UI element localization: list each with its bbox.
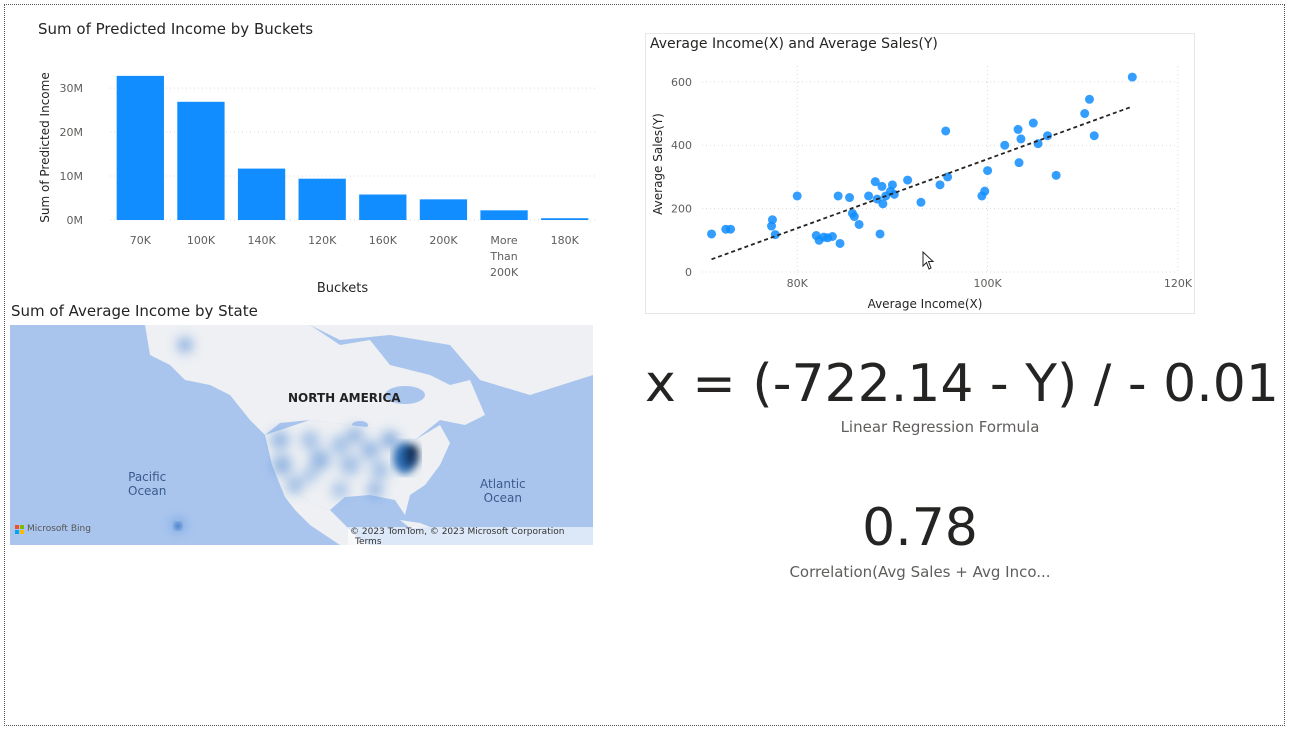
bar[interactable]	[237, 168, 286, 220]
scatter-point[interactable]	[854, 219, 864, 229]
bar[interactable]	[359, 194, 407, 220]
bar-x-tick-label: 120K	[308, 234, 337, 247]
scatter-point[interactable]	[845, 193, 855, 203]
scatter-y-tick-label: 400	[671, 139, 692, 152]
scatter-y-tick-label: 200	[671, 203, 692, 216]
bar-x-tick-label: 70K	[130, 234, 152, 247]
scatter-chart[interactable]: 0 200 400 600 80K 100K 120K Average Income(X) Av…	[645, 54, 1195, 314]
bar-chart-title: Sum of Predicted Income by Buckets	[38, 20, 314, 38]
microsoft-logo-icon	[15, 524, 24, 534]
scatter-point[interactable]	[707, 229, 717, 239]
bar-x-axis-label: Buckets	[317, 281, 368, 296]
bar[interactable]	[298, 178, 346, 220]
scatter-point[interactable]	[875, 229, 885, 239]
scatter-y-tick-label: 0	[685, 266, 692, 279]
scatter-point[interactable]	[835, 238, 845, 248]
bing-logo-text: Microsoft Bing	[27, 524, 91, 534]
bar[interactable]	[177, 101, 225, 220]
map-attribution: © 2023 TomTom, © 2023 Microsoft Corporat…	[348, 527, 593, 545]
bar-y-axis-label: Sum of Predicted Income	[38, 72, 52, 222]
scatter-point[interactable]	[941, 126, 951, 136]
bar-x-tick-label: 180K	[551, 234, 580, 247]
scatter-point[interactable]	[1051, 170, 1061, 180]
bar-x-tick-label: 200K	[429, 234, 458, 247]
map-attribution-text: © 2023 TomTom, © 2023 Microsoft Corporat…	[350, 527, 565, 537]
scatter-point[interactable]	[983, 166, 993, 176]
scatter-point[interactable]	[827, 232, 837, 242]
bar[interactable]	[419, 199, 468, 220]
scatter-x-tick-label: 80K	[787, 277, 809, 290]
correlation-card-label: Correlation(Avg Sales + Avg Inco...	[789, 563, 1051, 581]
scatter-point[interactable]	[935, 180, 945, 190]
scatter-point[interactable]	[726, 224, 736, 234]
map-shapes	[145, 325, 593, 545]
scatter-x-axis-label: Average Income(X)	[868, 297, 983, 311]
map-title: Sum of Average Income by State	[11, 302, 258, 320]
scatter-point[interactable]	[903, 175, 913, 185]
scatter-point[interactable]	[849, 212, 859, 222]
scatter-point[interactable]	[1127, 72, 1137, 82]
scatter-point[interactable]	[878, 199, 888, 209]
map-label-pacific-ocean: Pacific Ocean	[128, 470, 167, 498]
scatter-point[interactable]	[767, 215, 777, 225]
scatter-point[interactable]	[1028, 118, 1038, 128]
scatter-point[interactable]	[1016, 134, 1026, 144]
scatter-point[interactable]	[833, 191, 843, 201]
bing-logo: Microsoft Bing	[15, 524, 91, 534]
scatter-point[interactable]	[980, 186, 990, 196]
scatter-point[interactable]	[1014, 158, 1024, 168]
bar-x-tick-label: More	[490, 234, 518, 247]
scatter-y-tick-label: 600	[671, 76, 692, 89]
scatter-x-tick-label: 100K	[973, 277, 1002, 290]
map-label-atlantic-ocean: Atlantic Ocean	[480, 477, 526, 505]
scatter-x-tick-label: 120K	[1164, 277, 1193, 290]
scatter-point[interactable]	[870, 177, 880, 187]
scatter-point[interactable]	[1080, 109, 1090, 119]
mouse-cursor-icon	[922, 251, 935, 270]
scatter-chart-frame	[645, 33, 1195, 314]
scatter-point[interactable]	[1084, 94, 1094, 104]
map-label-north-america: NORTH AMERICA	[288, 391, 401, 405]
scatter-point[interactable]	[864, 191, 874, 201]
bar-x-tick-label: 160K	[369, 234, 398, 247]
bar-y-tick-label: 30M	[60, 82, 84, 95]
scatter-chart-title: Average Income(X) and Average Sales(Y)	[650, 36, 938, 52]
scatter-point[interactable]	[1013, 124, 1023, 134]
bar-x-tick-label: Than	[489, 250, 517, 263]
scatter-trendline	[711, 106, 1131, 261]
scatter-point[interactable]	[1089, 131, 1099, 141]
bar-chart[interactable]: 0M 10M 20M 30M 70K 100K 140K 120K 160K 200K More Th…	[0, 40, 600, 320]
bar[interactable]	[541, 218, 589, 220]
bar[interactable]	[116, 75, 164, 220]
formula-card-value: x = (-722.14 - Y) / - 0.01	[645, 354, 1279, 414]
scatter-point[interactable]	[1000, 140, 1010, 150]
heat-map[interactable]: NORTH AMERICA Pacific Ocean Atlantic Oce…	[10, 325, 593, 545]
bar-y-tick-label: 10M	[60, 170, 84, 183]
bar-x-tick-label: 200K	[490, 266, 519, 279]
formula-card-label: Linear Regression Formula	[840, 418, 1040, 436]
bar-y-tick-label: 20M	[60, 126, 84, 139]
scatter-point[interactable]	[887, 180, 897, 190]
scatter-point[interactable]	[877, 181, 887, 191]
bar-x-tick-label: 140K	[247, 234, 276, 247]
correlation-card-value: 0.78	[862, 498, 978, 558]
scatter-y-axis-label: Average Sales(Y)	[651, 113, 665, 215]
map-terms-link[interactable]: Terms	[355, 537, 382, 545]
bar-y-tick-label: 0M	[67, 214, 84, 227]
scatter-point[interactable]	[1043, 131, 1053, 141]
scatter-point[interactable]	[916, 197, 926, 207]
scatter-point[interactable]	[792, 191, 802, 201]
bar[interactable]	[480, 210, 528, 220]
bar-x-tick-label: 100K	[187, 234, 216, 247]
report-canvas	[4, 4, 1285, 726]
